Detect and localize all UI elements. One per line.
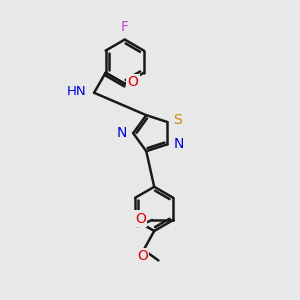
Text: O: O <box>137 249 148 263</box>
Text: O: O <box>135 212 146 226</box>
Text: F: F <box>121 20 129 34</box>
Text: HN: HN <box>67 85 87 98</box>
Text: O: O <box>128 75 139 89</box>
Text: N: N <box>173 137 184 151</box>
Text: S: S <box>173 113 182 127</box>
Text: N: N <box>117 126 127 140</box>
